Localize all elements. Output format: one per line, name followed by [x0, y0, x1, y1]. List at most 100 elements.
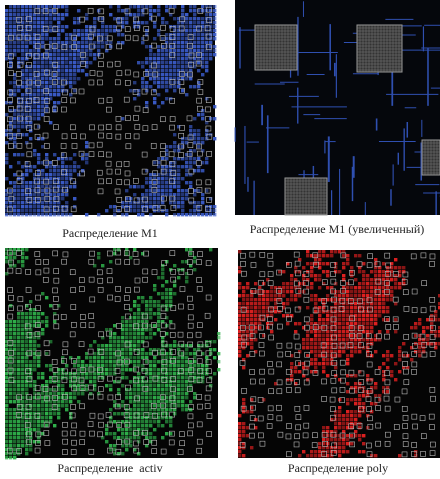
metal-fill — [402, 266, 405, 269]
metal-fill — [129, 444, 132, 447]
metal-fill — [45, 21, 48, 24]
metal-fill — [177, 400, 180, 403]
metal-fill — [302, 366, 305, 369]
metal-fill — [17, 65, 20, 68]
metal-fill — [41, 201, 44, 204]
metal-fill — [21, 372, 24, 375]
metal-fill — [185, 193, 188, 196]
metal-fill — [121, 348, 124, 351]
metal-fill — [374, 286, 377, 289]
metal-fill — [61, 53, 64, 56]
metal-fill — [49, 65, 52, 68]
metal-fill — [45, 161, 48, 164]
metal-fill — [53, 61, 56, 64]
metal-fill — [213, 49, 216, 52]
metal-fill — [173, 65, 176, 68]
metal-fill — [137, 372, 140, 375]
metal-fill — [61, 193, 64, 196]
metal-fill — [101, 25, 104, 28]
metal-fill — [5, 416, 8, 419]
metal-fill — [418, 342, 421, 345]
metal-fill — [21, 125, 24, 128]
metal-fill — [246, 294, 249, 297]
metal-fill — [350, 274, 353, 277]
metal-fill — [185, 280, 188, 283]
metal-fill — [161, 388, 164, 391]
metal-fill — [282, 290, 285, 293]
metal-fill — [201, 21, 204, 24]
metal-fill — [189, 25, 192, 28]
metal-fill — [5, 412, 8, 415]
metal-fill — [318, 338, 321, 341]
metal-fill — [205, 61, 208, 64]
metal-fill — [326, 374, 329, 377]
metal-fill — [21, 153, 24, 156]
metal-fill — [358, 294, 361, 297]
metal-fill — [350, 398, 353, 401]
metal-fill — [282, 282, 285, 285]
metal-fill — [49, 173, 52, 176]
metal-fill — [374, 382, 377, 385]
metal-fill — [193, 17, 196, 20]
metal-fill — [125, 13, 128, 16]
metal-fill — [41, 320, 44, 323]
metal-fill — [85, 37, 88, 40]
metal-fill — [394, 378, 397, 381]
metal-fill — [157, 404, 160, 407]
metal-fill — [197, 45, 200, 48]
metal-fill — [41, 73, 44, 76]
metal-fill — [382, 362, 385, 365]
metal-fill — [17, 9, 20, 12]
metal-fill — [250, 314, 253, 317]
metal-fill — [342, 414, 345, 417]
metal-fill — [213, 29, 216, 32]
metal-fill — [41, 412, 44, 415]
metal-fill — [93, 380, 96, 383]
metal-fill — [318, 314, 321, 317]
metal-fill — [346, 362, 349, 365]
metal-fill — [294, 370, 297, 373]
metal-fill — [109, 13, 112, 16]
metal-fill — [238, 322, 241, 325]
metal-fill — [390, 354, 393, 357]
metal-fill — [414, 450, 417, 453]
metal-fill — [45, 296, 48, 299]
metal-fill — [53, 396, 56, 399]
metal-fill — [149, 376, 152, 379]
metal-fill — [17, 213, 20, 216]
metal-fill — [161, 37, 164, 40]
metal-fill — [318, 454, 321, 457]
metal-fill — [37, 320, 40, 323]
metal-fill — [85, 356, 88, 359]
metal-fill — [286, 282, 289, 285]
metal-fill — [181, 61, 184, 64]
metal-fill — [173, 17, 176, 20]
metal-fill — [386, 366, 389, 369]
metal-fill — [238, 422, 241, 425]
metal-fill — [310, 266, 313, 269]
metal-fill — [5, 348, 8, 351]
metal-fill — [382, 310, 385, 313]
metal-fill — [153, 332, 156, 335]
metal-fill — [418, 350, 421, 353]
metal-fill — [117, 392, 120, 395]
metal-fill — [121, 368, 124, 371]
metal-fill — [49, 177, 52, 180]
metal-fill — [17, 364, 20, 367]
metal-fill — [310, 262, 313, 265]
metal-fill — [169, 396, 172, 399]
metal-fill — [5, 157, 8, 160]
metal-fill — [350, 334, 353, 337]
metal-fill — [65, 13, 68, 16]
metal-fill — [73, 29, 76, 32]
metal-fill — [185, 157, 188, 160]
metal-fill — [354, 398, 357, 401]
metal-fill — [13, 85, 16, 88]
metal-fill — [125, 352, 128, 355]
metal-fill — [41, 292, 44, 295]
metal-fill — [354, 294, 357, 297]
metal-fill — [322, 426, 325, 429]
metal-fill — [318, 274, 321, 277]
metal-fill — [201, 17, 204, 20]
metal-fill — [310, 450, 313, 453]
